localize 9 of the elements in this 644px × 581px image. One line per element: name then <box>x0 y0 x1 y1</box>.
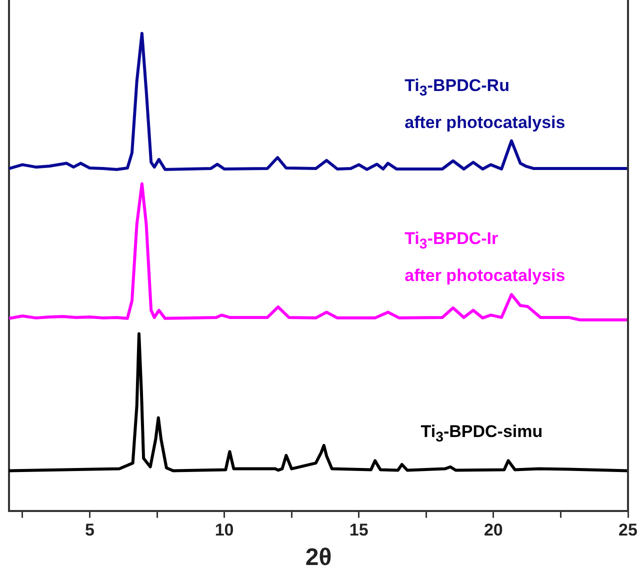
series-label: Ti$_{3}$-BPDC-Ir after photocatalysis <box>404 228 566 288</box>
x-tick-label: 5 <box>85 520 94 540</box>
x-tick-label: 10 <box>214 520 234 540</box>
text: Ti$_{3}$-BPDC-Ru after photocatalysis <box>404 74 566 134</box>
x-axis-title: 2θ <box>305 544 332 572</box>
x-tick-label: 15 <box>349 520 368 540</box>
x-tick-label: 25 <box>618 520 638 540</box>
series-label: Ti$_{3}$-BPDC-simu <box>420 420 543 448</box>
x-tick-label: 20 <box>484 520 503 540</box>
